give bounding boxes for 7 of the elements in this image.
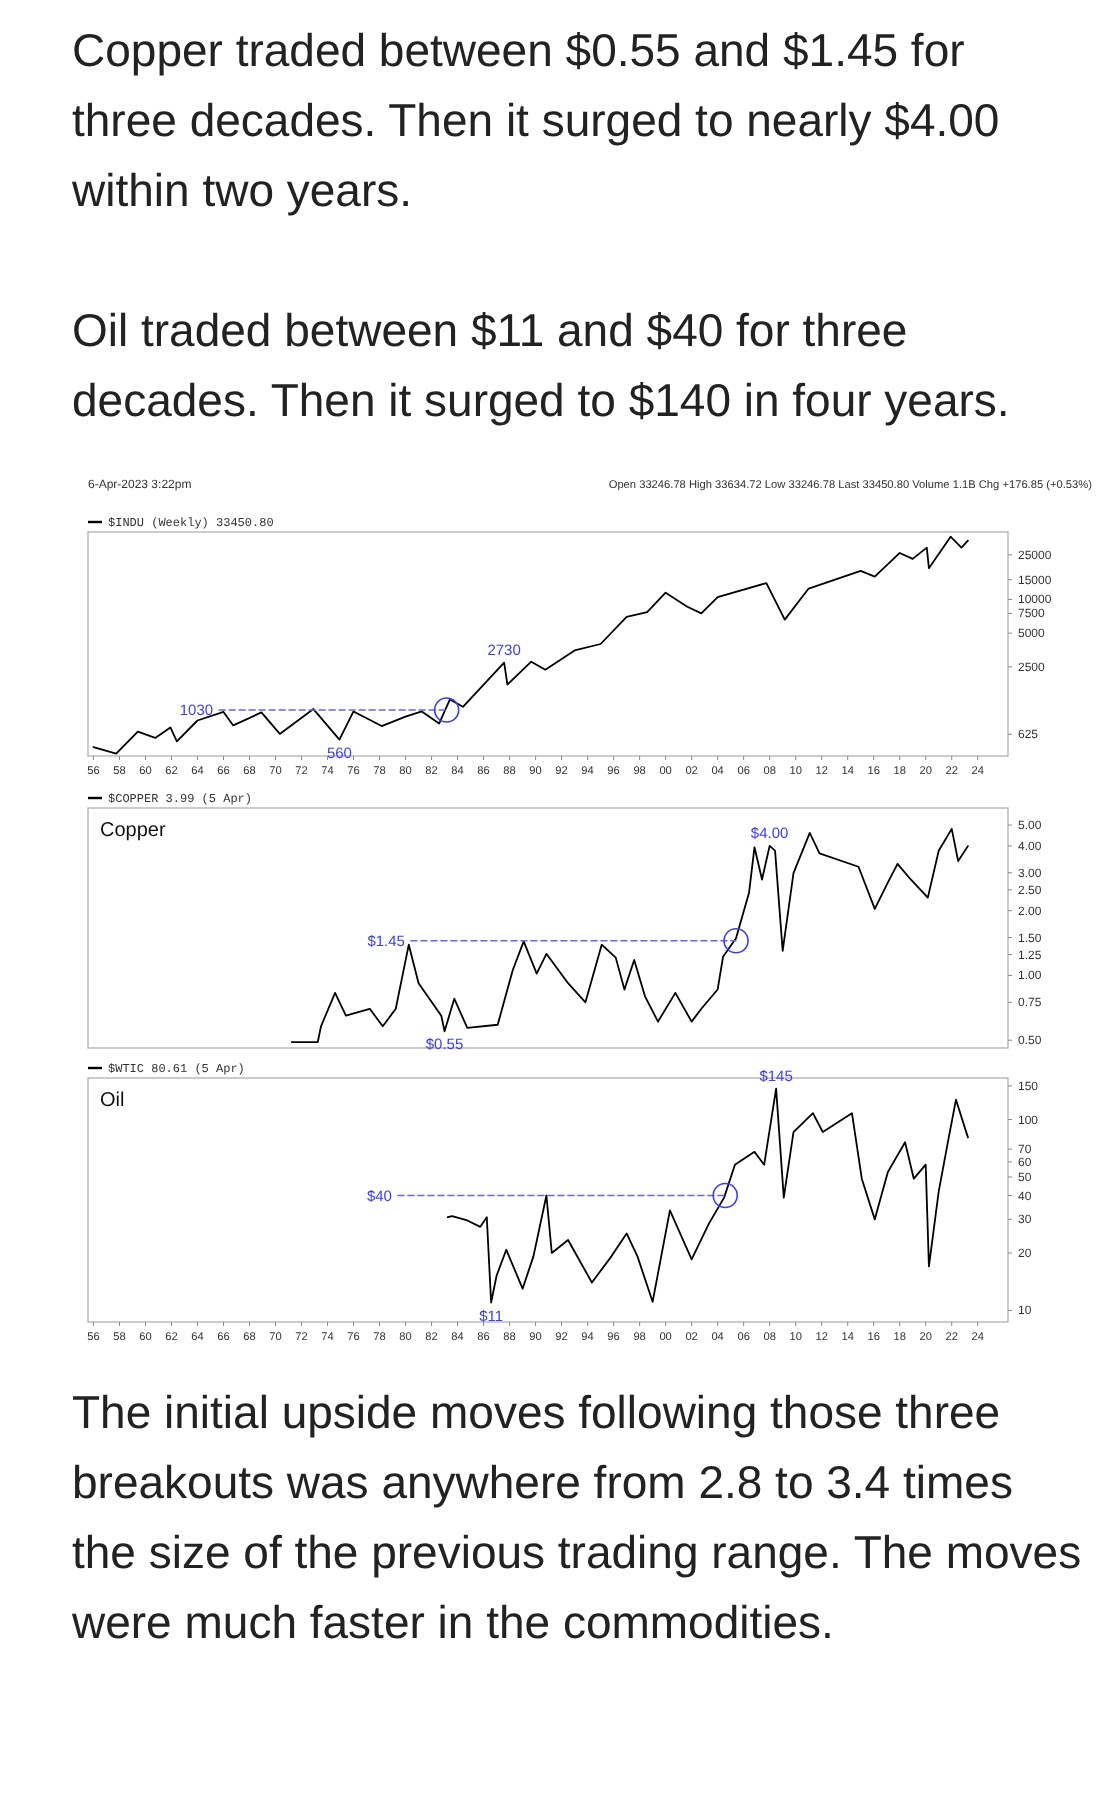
line-series xyxy=(446,1087,969,1304)
text: Oil xyxy=(100,1090,125,1112)
text: Copper xyxy=(100,820,167,842)
chart-title: Copper traded between $0.55 and $1.45 for three decades. Then it surged to nearly $4.00 within two years. xyxy=(72,22,1002,220)
chart-subtitle: Oil traded between $11 and $40 for three decades. Then it surged to $140 in four years. xyxy=(72,302,1012,430)
text: The initial upside moves following those three breakouts was anywhere from 2.8 to 3.4 times the size of the previous trading range. The moves were much faster in the commodities. xyxy=(72,1384,1082,1652)
line-series xyxy=(92,535,969,755)
